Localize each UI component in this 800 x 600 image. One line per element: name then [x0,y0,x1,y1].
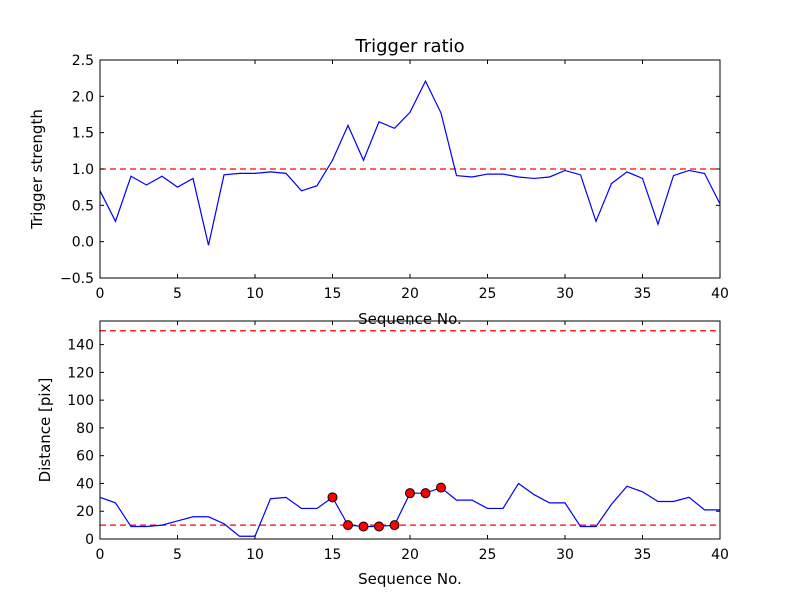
x-tick-label: 20 [401,286,419,302]
y-tick-label: 120 [67,365,94,381]
x-tick-label: 15 [324,547,342,563]
x-tick-label: 30 [556,286,574,302]
x-axis-label: Sequence No. [358,570,462,588]
data-point-marker [374,521,384,532]
data-point-marker [343,520,353,531]
chart-title: Trigger ratio [354,36,464,57]
data-point-marker [389,520,400,531]
x-tick-label: 30 [556,547,574,563]
y-tick-label: 20 [76,504,94,520]
y-tick-label: 0.5 [72,198,94,214]
x-axis-label: Sequence No. [358,310,462,328]
y-tick-label: −0.5 [60,271,94,287]
x-tick-label: 5 [173,547,182,563]
y-tick-label: 2.5 [72,53,94,69]
y-tick-label: 1.0 [72,162,94,178]
x-tick-label: 0 [96,547,105,563]
x-tick-label: 10 [246,286,264,302]
y-tick-label: 0.0 [72,235,94,251]
y-axis-label: Trigger strength [28,109,46,230]
data-point-marker [327,492,338,503]
x-tick-label: 10 [246,547,264,563]
distance-plot: Sequence No. Distance [pix] 0 5 10 15 20 25 30… [36,320,729,588]
y-tick-label: 1.5 [72,126,94,142]
data-series-line [99,79,721,246]
y-tick-label: 2.0 [72,89,94,105]
y-tick-label: 80 [76,421,94,437]
x-tick-label: 40 [711,286,729,302]
x-tick-label: 15 [324,286,342,302]
x-tick-label: 35 [634,286,652,302]
y-tick-label: 100 [67,393,94,409]
data-point-marker [358,521,369,532]
x-tick-label: 25 [479,547,497,563]
y-tick-label: 0 [85,532,94,548]
y-tick-label: 40 [76,476,94,492]
y-tick-label: 60 [76,449,94,465]
data-point-marker [405,488,415,499]
trigger-ratio-plot: Trigger ratio Sequence No. Trigger stren… [28,36,729,328]
x-tick-label: 25 [479,286,497,302]
x-tick-label: 5 [173,286,182,302]
y-axis-label: Distance [pix] [36,378,54,483]
plot-frame [99,320,721,540]
x-tick-label: 20 [401,547,419,563]
x-tick-label: 0 [96,286,105,302]
x-tick-label: 40 [711,547,729,563]
x-tick-label: 35 [634,547,652,563]
data-point-marker [436,482,446,493]
data-point-marker [420,488,431,499]
y-tick-label: 140 [67,338,94,354]
